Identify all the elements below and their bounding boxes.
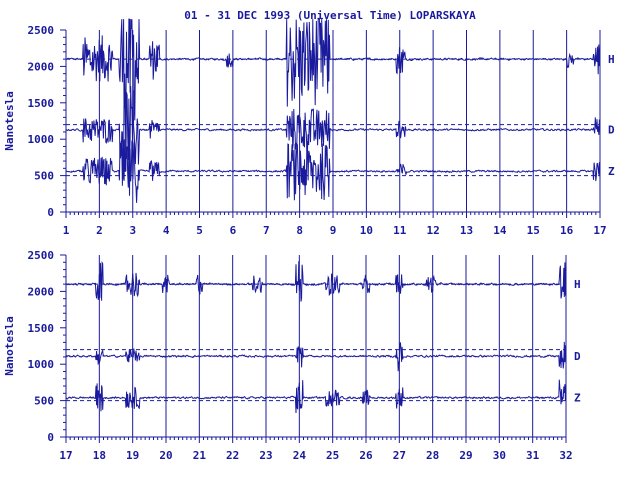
x-tick-label: 16: [560, 224, 574, 237]
y-tick-label: 2000: [28, 285, 55, 298]
series-label-h: H: [574, 278, 581, 291]
x-tick-label: 22: [226, 449, 239, 462]
x-tick-label: 3: [129, 224, 136, 237]
series-label-z: Z: [608, 165, 615, 178]
x-tick-label: 13: [460, 224, 473, 237]
x-tick-label: 10: [360, 224, 373, 237]
x-tick-label: 7: [263, 224, 270, 237]
x-tick-label: 4: [163, 224, 170, 237]
y-tick-label: 1500: [28, 97, 55, 110]
x-tick-label: 25: [326, 449, 339, 462]
series-line-d: [65, 86, 601, 172]
x-tick-label: 12: [427, 224, 440, 237]
y-tick-label: 1500: [28, 322, 55, 335]
series-line-z: [65, 139, 601, 203]
y-tick-label: 2500: [28, 24, 55, 37]
y-axis-label: Nanotesla: [3, 316, 16, 376]
x-tick-label: 23: [259, 449, 272, 462]
series-label-d: D: [574, 350, 581, 363]
panel-1: 1 2 3 4 5 6 7 8 9 10 11 12 13 14 15 16 17050010001500200…: [3, 18, 615, 237]
panels: 1 2 3 4 5 6 7 8 9 10 11 12 13 14 15 16 17050010001500200…: [3, 18, 615, 462]
y-tick-label: 1000: [28, 358, 55, 371]
y-tick-label: 0: [47, 206, 54, 219]
x-tick-label: 17: [59, 449, 72, 462]
series-line-z: [66, 379, 567, 414]
chart-title: 01 - 31 DEC 1993 (Universal Time) LOPARS…: [184, 9, 476, 22]
series-line-h: [65, 260, 567, 302]
x-tick-label: 15: [527, 224, 540, 237]
series-label-h: H: [608, 53, 615, 66]
y-tick-label: 2500: [28, 249, 55, 262]
series-label-z: Z: [574, 392, 581, 405]
y-axis-label: Nanotesla: [3, 91, 16, 151]
x-tick-label: 32: [559, 449, 572, 462]
x-tick-label: 18: [93, 449, 106, 462]
x-tick-label: 17: [593, 224, 606, 237]
x-tick-label: 8: [296, 224, 303, 237]
y-tick-label: 500: [34, 170, 54, 183]
y-tick-label: 1000: [28, 133, 55, 146]
y-tick-label: 0: [47, 431, 54, 444]
x-tick-label: 27: [393, 449, 406, 462]
x-tick-label: 1: [63, 224, 70, 237]
y-tick-label: 500: [34, 395, 54, 408]
x-tick-label: 29: [459, 449, 472, 462]
series-label-d: D: [608, 124, 615, 137]
x-tick-label: 2: [96, 224, 103, 237]
y-tick-label: 2000: [28, 60, 55, 73]
x-tick-label: 24: [293, 449, 307, 462]
x-tick-label: 28: [426, 449, 439, 462]
x-tick-label: 6: [230, 224, 237, 237]
x-tick-label: 14: [493, 224, 507, 237]
x-tick-label: 5: [196, 224, 203, 237]
x-tick-label: 26: [359, 449, 373, 462]
x-tick-label: 11: [393, 224, 407, 237]
x-tick-label: 19: [126, 449, 139, 462]
x-tick-label: 31: [526, 449, 540, 462]
series-line-h: [65, 18, 601, 125]
x-tick-label: 9: [330, 224, 337, 237]
panel-2: 17 18 19 20 21 22 23 24 25 26 27 28 29 30 31 32 0 500 1000…: [3, 249, 581, 462]
x-tick-label: 20: [159, 449, 172, 462]
x-tick-label: 30: [493, 449, 506, 462]
series-line-d: [66, 341, 567, 372]
x-tick-label: 21: [193, 449, 207, 462]
